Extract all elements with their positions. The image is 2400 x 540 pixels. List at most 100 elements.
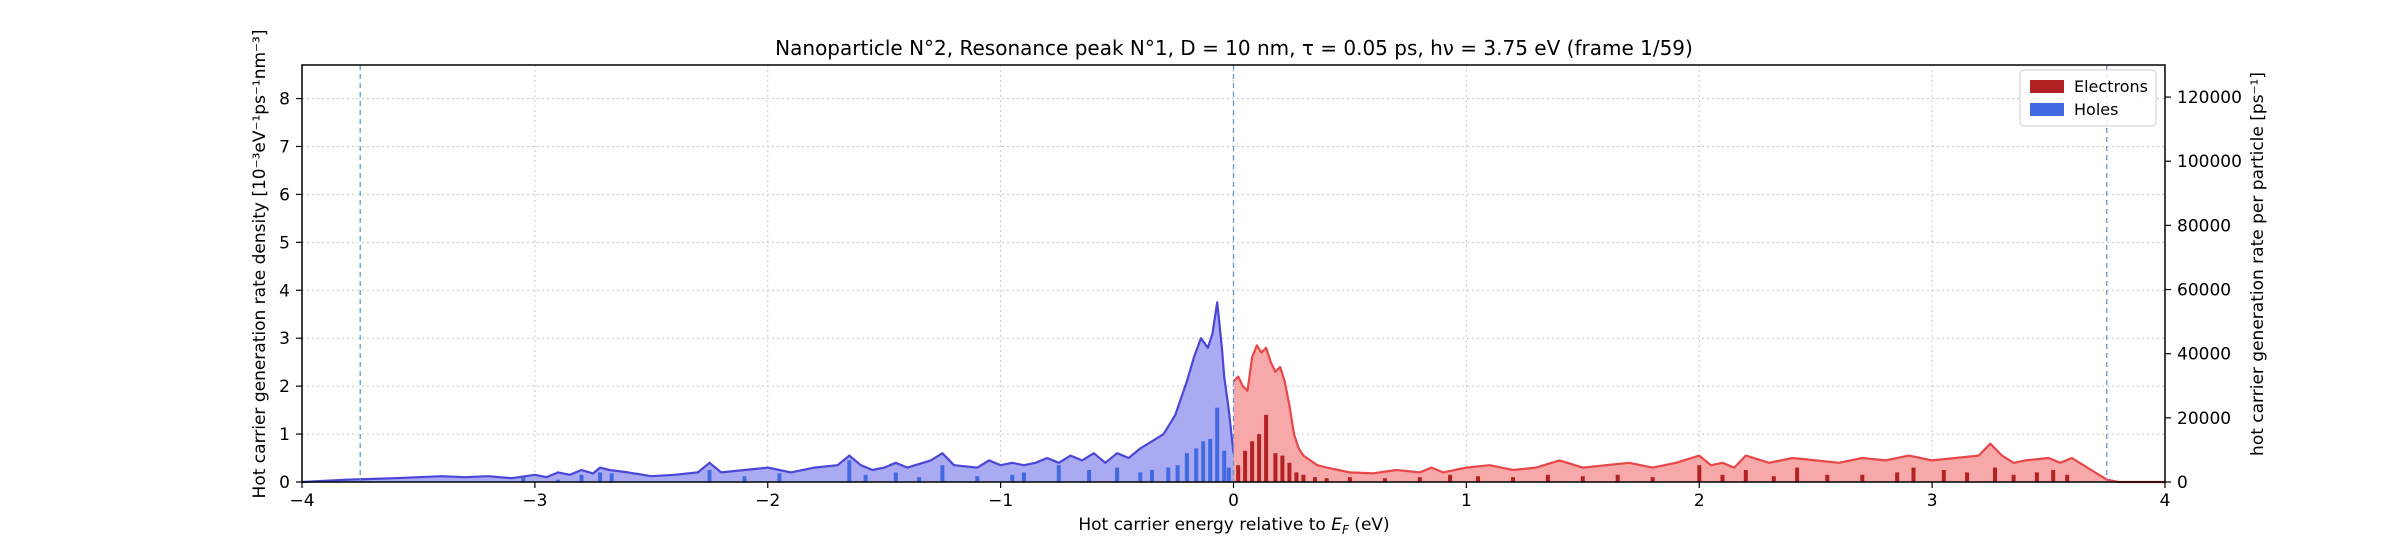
x-tick-label: −1 <box>988 491 1013 511</box>
reference-lines <box>359 65 2108 482</box>
holes-bar <box>940 465 945 482</box>
holes-bar <box>1201 441 1206 482</box>
holes-bar <box>521 477 526 482</box>
electrons-bar <box>1236 465 1241 482</box>
electrons-bar <box>1250 441 1255 482</box>
x-tick-label: 4 <box>2160 491 2171 511</box>
y-left-tick-label: 7 <box>279 137 290 157</box>
axis-ticks: −4 −3 −2 −1 0 1 2 3 4012345678020000400006000080… <box>279 88 2242 511</box>
holes-bar <box>1010 474 1015 482</box>
electrons-bar <box>1993 467 1997 482</box>
holes-bar <box>1175 465 1180 482</box>
electrons-bar <box>1580 476 1585 482</box>
y-right-tick-label: 40000 <box>2177 345 2231 365</box>
electrons-bar <box>1264 414 1269 482</box>
electrons-bar <box>1243 450 1248 482</box>
holes-bar <box>1115 467 1120 482</box>
electrons-bar <box>1448 474 1453 482</box>
y-left-tick-label: 0 <box>279 473 290 493</box>
x-tick-label: 3 <box>1927 491 1938 511</box>
legend-label-holes: Holes <box>2074 100 2118 119</box>
electrons-bar <box>1911 467 1916 482</box>
x-tick-label: 1 <box>1461 491 1472 511</box>
holes-bar <box>1021 472 1026 482</box>
electrons-bar <box>1476 476 1480 482</box>
holes-bar <box>1138 472 1143 482</box>
y-left-axis-label: Hot carrier generation rate density [10⁻… <box>250 30 270 499</box>
holes-bar <box>579 474 584 482</box>
holes-density-line <box>301 301 1235 484</box>
y-right-tick-label: 120000 <box>2177 88 2242 108</box>
holes-bar <box>598 472 603 482</box>
electrons-bar <box>2065 474 2070 482</box>
x-tick-label: 0 <box>1228 491 1239 511</box>
holes-bar <box>1215 407 1220 482</box>
holes-density-area <box>302 302 1234 482</box>
electrons-bar <box>2011 474 2016 482</box>
holes-bar <box>1184 453 1189 482</box>
electrons-bar <box>1860 474 1865 482</box>
holes-bar <box>1222 450 1227 482</box>
electrons-bar <box>1720 474 1725 482</box>
electrons-bar <box>1301 474 1306 482</box>
electrons-bar <box>1273 453 1278 482</box>
x-tick-label: −2 <box>755 491 780 511</box>
y-right-axis-label: hot carrier generation rate per particle… <box>2248 72 2268 456</box>
holes-bar <box>1056 465 1061 482</box>
density-areas <box>301 301 2165 484</box>
electrons-bar <box>1650 477 1655 482</box>
electrons-bar <box>1795 467 1800 482</box>
electrons-bar <box>1257 434 1262 482</box>
holes-bar <box>1087 470 1092 482</box>
electrons-bar <box>1965 472 1970 482</box>
electrons-bar <box>1382 478 1387 482</box>
legend-swatch-electrons <box>2030 80 2064 93</box>
holes-bar <box>777 473 782 482</box>
legend-swatch-holes <box>2030 103 2064 116</box>
holes-bar <box>707 470 712 482</box>
holes-bar <box>556 479 561 482</box>
y-right-tick-label: 80000 <box>2177 216 2231 236</box>
y-left-tick-label: 2 <box>279 377 290 397</box>
electrons-bar <box>2051 470 2056 482</box>
electrons-bar <box>1825 474 1830 482</box>
x-axis-label: Hot carrier energy relative to EF (eV) <box>1078 515 1389 537</box>
electrons-bar <box>1347 477 1352 482</box>
x-tick-label: 2 <box>1694 491 1705 511</box>
electrons-bar <box>1287 462 1292 482</box>
y-right-tick-label: 0 <box>2177 473 2188 493</box>
electrons-bar <box>1324 478 1329 482</box>
y-left-tick-label: 4 <box>279 281 290 301</box>
holes-bar <box>863 474 868 482</box>
electrons-bar <box>2034 472 2039 482</box>
legend: Electrons Holes <box>2019 69 2157 127</box>
holes-bar <box>975 476 980 482</box>
holes-bar <box>1150 470 1154 482</box>
chart-title: Nanoparticle N°2, Resonance peak N°1, D … <box>775 36 1693 60</box>
x-tick-label: −4 <box>289 491 314 511</box>
electrons-bar <box>1280 455 1285 482</box>
y-left-tick-label: 1 <box>279 425 290 445</box>
holes-bar <box>1208 438 1213 482</box>
electrons-bar <box>1771 476 1776 482</box>
holes-bar <box>1226 467 1231 482</box>
holes-bar <box>1166 467 1171 482</box>
electrons-bar <box>1697 465 1702 482</box>
rate-bars <box>521 407 2070 482</box>
holes-bar <box>742 476 747 482</box>
electrons-bar <box>1895 472 1900 482</box>
y-right-tick-label: 100000 <box>2177 152 2242 172</box>
electrons-bar <box>1545 474 1550 482</box>
holes-bar <box>609 473 614 482</box>
electrons-bar <box>1743 470 1748 482</box>
electrons-density-line <box>1232 344 2165 484</box>
x-tick-label: −3 <box>522 491 547 511</box>
y-left-tick-label: 3 <box>279 329 290 349</box>
legend-label-electrons: Electrons <box>2074 77 2148 96</box>
electrons-bar <box>1941 470 1946 482</box>
y-right-tick-label: 20000 <box>2177 409 2231 429</box>
y-right-tick-label: 60000 <box>2177 281 2231 301</box>
holes-bar <box>917 477 922 482</box>
electrons-bar <box>1417 477 1422 482</box>
electrons-bar <box>1294 472 1299 482</box>
